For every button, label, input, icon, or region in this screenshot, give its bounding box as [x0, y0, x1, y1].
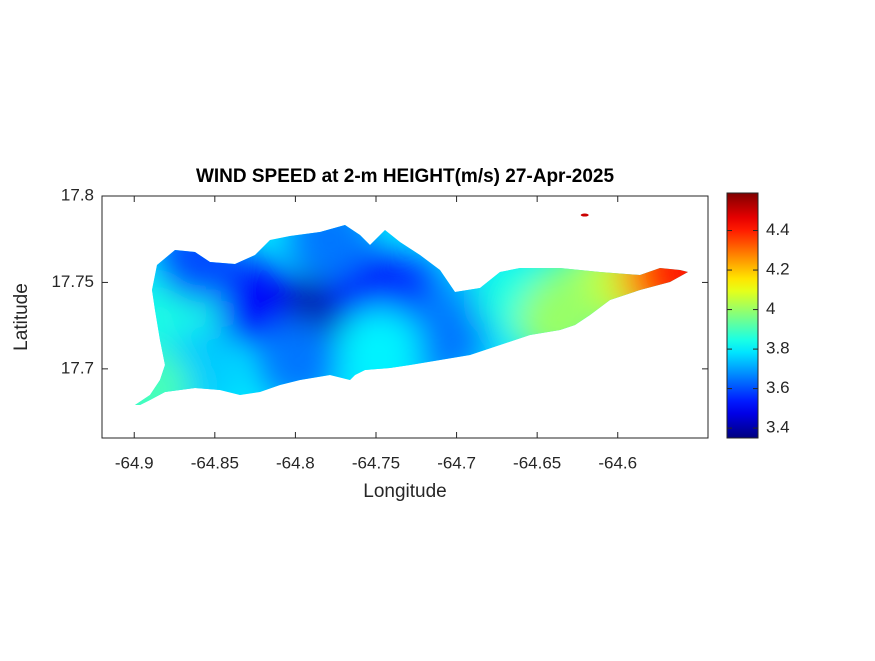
y-tick-label: 17.7: [61, 358, 94, 377]
chart-title: WIND SPEED at 2-m HEIGHT(m/s) 27-Apr-202…: [196, 166, 615, 187]
x-tick-label: -64.9: [115, 453, 154, 472]
isolated-point: [580, 213, 589, 217]
y-tick-label: 17.8: [61, 185, 94, 204]
field-point: [287, 225, 372, 282]
colorbar: [726, 192, 759, 439]
colorbar-tick-label: 3.6: [766, 378, 790, 397]
colorbar-tick-label: 3.4: [766, 418, 790, 437]
colorbar-tick-label: 4: [766, 299, 775, 318]
x-tick-label: -64.65: [513, 453, 561, 472]
y-tick-label: 17.75: [51, 272, 94, 291]
colorbar-tick-label: 4.2: [766, 260, 790, 279]
y-axis-label: Latitude: [11, 283, 32, 351]
x-tick-label: -64.6: [598, 453, 637, 472]
colorbar-tick-label: 3.8: [766, 339, 790, 358]
x-tick-label: -64.8: [276, 453, 315, 472]
colorbar-tick-label: 4.4: [766, 220, 790, 239]
x-tick-label: -64.7: [437, 453, 476, 472]
x-tick-label: -64.75: [352, 453, 400, 472]
isolated: [580, 213, 589, 217]
x-tick-label: -64.85: [191, 453, 239, 472]
x-axis-label: Longitude: [363, 481, 446, 502]
